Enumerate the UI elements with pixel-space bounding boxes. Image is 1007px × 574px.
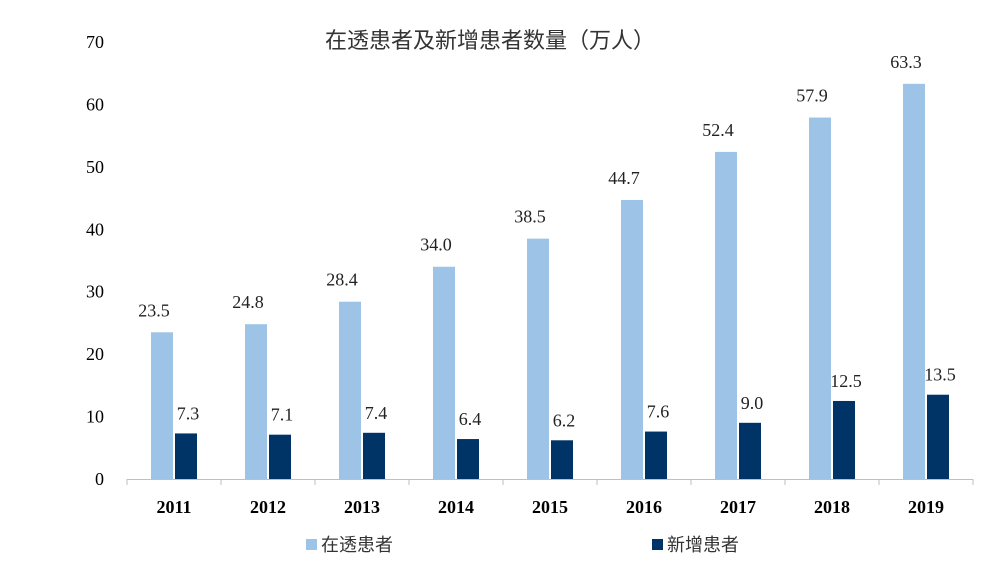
y-tick-label: 10	[86, 407, 104, 427]
bar-xinzeng-2019	[927, 394, 949, 479]
x-tick-label: 2012	[250, 497, 286, 517]
y-tick-label: 50	[86, 157, 104, 177]
data-label: 7.4	[365, 403, 388, 423]
bar-xinzeng-2017	[739, 422, 761, 479]
x-tick-label: 2019	[908, 497, 944, 517]
bar-xinzeng-2015	[551, 440, 573, 479]
data-label: 38.5	[514, 207, 546, 227]
data-label: 12.5	[830, 371, 862, 391]
y-tick-label: 70	[86, 32, 104, 52]
bar-zaitou-2012	[245, 324, 267, 479]
x-tick-label: 2018	[814, 497, 850, 517]
data-label: 7.3	[177, 403, 200, 423]
data-label: 6.4	[459, 409, 482, 429]
y-tick-label: 0	[95, 469, 104, 489]
y-tick-label: 30	[86, 282, 104, 302]
data-label: 13.5	[924, 365, 956, 385]
data-label: 9.0	[741, 393, 764, 413]
bar-zaitou-2017	[715, 151, 737, 480]
data-label: 28.4	[326, 270, 358, 290]
data-label: 7.1	[271, 405, 294, 425]
x-axis-ticks: 2011 2012 2013 2014 2015 2016 2017 2018 2019	[126, 479, 974, 517]
bar-xinzeng-2013	[363, 432, 385, 479]
bar-zaitou-2018	[809, 117, 831, 479]
bar-xinzeng-2016	[645, 431, 667, 479]
x-tick-label: 2015	[532, 497, 568, 517]
data-label: 63.3	[890, 52, 922, 72]
data-label: 52.4	[702, 120, 734, 140]
bar-zaitou-2013	[339, 301, 361, 479]
data-labels: 23.5 7.3 24.8 7.1 28.4 7.4 34.0 6.4 38.5 6.2 44.7 7…	[138, 52, 956, 430]
y-tick-label: 20	[86, 344, 104, 364]
bar-zaitou-2014	[433, 266, 455, 479]
y-axis-ticks: 0 10 20 30 40 50 60 70	[86, 32, 104, 489]
data-label: 44.7	[608, 168, 640, 188]
bar-zaitou-2011	[151, 332, 173, 479]
bar-xinzeng-2011	[175, 433, 197, 479]
data-label: 34.0	[420, 235, 452, 255]
data-label: 57.9	[796, 86, 828, 106]
data-label: 24.8	[232, 292, 264, 312]
x-tick-label: 2017	[720, 497, 756, 517]
legend-label-xinzeng: 新增患者	[667, 535, 739, 556]
bars	[151, 83, 949, 480]
y-tick-label: 40	[86, 219, 104, 239]
x-tick-label: 2016	[626, 497, 662, 517]
bar-xinzeng-2018	[833, 400, 855, 479]
legend-swatch-zaitou	[306, 539, 317, 550]
x-tick-label: 2013	[344, 497, 380, 517]
data-label: 23.5	[138, 300, 170, 320]
x-tick-label: 2014	[438, 497, 474, 517]
legend: 在透患者 新增患者	[306, 535, 739, 556]
bar-zaitou-2015	[527, 238, 549, 479]
bar-xinzeng-2014	[457, 439, 479, 479]
y-tick-label: 60	[86, 94, 104, 114]
chart-title: 在透患者及新增患者数量（万人）	[325, 29, 655, 54]
data-label: 6.2	[553, 410, 576, 430]
data-label: 7.6	[647, 402, 670, 422]
bar-xinzeng-2012	[269, 434, 291, 479]
bar-zaitou-2016	[621, 199, 643, 480]
x-tick-label: 2011	[156, 497, 191, 517]
legend-swatch-xinzeng	[652, 539, 663, 550]
legend-label-zaitou: 在透患者	[321, 535, 393, 556]
bar-zaitou-2019	[903, 83, 925, 479]
